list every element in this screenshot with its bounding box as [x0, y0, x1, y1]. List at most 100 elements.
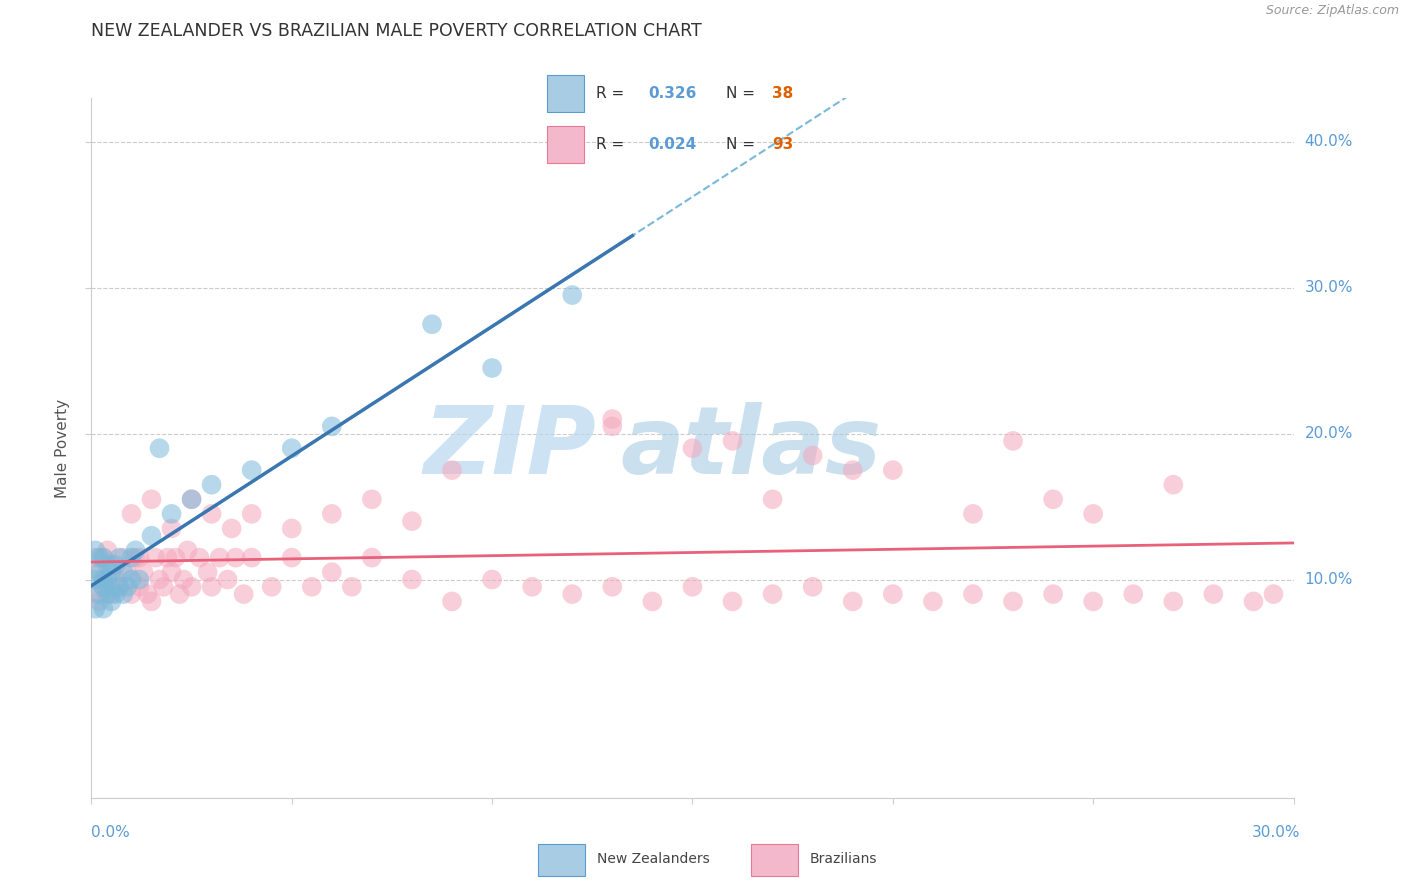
Text: 0.0%: 0.0% — [91, 825, 131, 840]
Point — [281, 441, 304, 455]
Point — [124, 550, 146, 565]
Point — [104, 587, 127, 601]
Point — [197, 566, 219, 580]
Text: 40.0%: 40.0% — [1305, 135, 1353, 149]
Point — [1163, 477, 1185, 491]
Point — [481, 573, 503, 587]
Point — [281, 550, 304, 565]
Point — [96, 573, 118, 587]
Point — [128, 550, 150, 565]
Y-axis label: Male Poverty: Male Poverty — [55, 399, 70, 498]
Text: R =: R = — [596, 137, 630, 153]
Point — [93, 573, 115, 587]
Point — [420, 317, 443, 331]
Point — [128, 573, 150, 587]
Point — [145, 550, 167, 565]
Point — [160, 507, 183, 521]
Point — [136, 587, 159, 601]
Point — [762, 492, 785, 507]
Point — [801, 449, 824, 463]
Point — [561, 587, 583, 601]
Point — [108, 550, 131, 565]
Text: 0.024: 0.024 — [648, 137, 697, 153]
Point — [180, 580, 202, 594]
Point — [96, 543, 118, 558]
Point — [180, 492, 202, 507]
Point — [117, 566, 139, 580]
Bar — [538, 844, 585, 876]
Text: 30.0%: 30.0% — [1253, 825, 1301, 840]
Point — [117, 580, 139, 594]
Point — [1083, 507, 1105, 521]
Point — [232, 587, 254, 601]
Point — [121, 507, 143, 521]
Text: NEW ZEALANDER VS BRAZILIAN MALE POVERTY CORRELATION CHART: NEW ZEALANDER VS BRAZILIAN MALE POVERTY … — [91, 22, 702, 40]
Point — [84, 601, 107, 615]
Text: ZIP: ZIP — [423, 402, 596, 494]
Point — [152, 580, 174, 594]
Point — [301, 580, 323, 594]
Point — [1202, 587, 1225, 601]
Point — [84, 587, 107, 601]
Point — [721, 434, 744, 448]
Point — [602, 412, 624, 426]
Text: 10.0%: 10.0% — [1305, 572, 1353, 587]
Point — [208, 550, 231, 565]
Text: 20.0%: 20.0% — [1305, 426, 1353, 442]
Point — [104, 558, 127, 572]
Point — [1083, 594, 1105, 608]
Point — [281, 521, 304, 535]
Point — [112, 587, 135, 601]
Point — [160, 566, 183, 580]
Point — [84, 573, 107, 587]
Point — [180, 492, 202, 507]
Point — [132, 566, 155, 580]
Point — [121, 550, 143, 565]
Point — [481, 361, 503, 376]
Point — [1042, 587, 1064, 601]
Point — [681, 580, 703, 594]
Point — [440, 594, 463, 608]
Point — [108, 580, 131, 594]
Point — [100, 558, 122, 572]
Point — [93, 550, 115, 565]
Point — [602, 580, 624, 594]
Point — [100, 594, 122, 608]
Point — [165, 550, 187, 565]
Point — [360, 550, 382, 565]
Point — [201, 507, 224, 521]
Text: R =: R = — [596, 87, 630, 102]
Point — [188, 550, 211, 565]
Point — [93, 550, 115, 565]
Point — [561, 288, 583, 302]
Text: New Zealanders: New Zealanders — [598, 852, 710, 865]
Point — [240, 550, 263, 565]
Point — [321, 566, 343, 580]
Point — [96, 587, 118, 601]
Point — [112, 566, 135, 580]
Text: 30.0%: 30.0% — [1305, 280, 1353, 295]
Point — [882, 463, 904, 477]
Point — [321, 419, 343, 434]
Point — [201, 580, 224, 594]
Point — [89, 550, 111, 565]
Point — [321, 507, 343, 521]
Point — [1263, 587, 1285, 601]
Point — [93, 580, 115, 594]
Point — [121, 573, 143, 587]
Point — [148, 441, 170, 455]
Text: atlas: atlas — [620, 402, 882, 494]
Point — [100, 566, 122, 580]
Point — [401, 514, 423, 528]
Point — [176, 543, 198, 558]
Bar — [547, 75, 583, 112]
Point — [141, 594, 163, 608]
Point — [84, 543, 107, 558]
Point — [201, 477, 224, 491]
Point — [100, 587, 122, 601]
Point — [89, 566, 111, 580]
Point — [104, 573, 127, 587]
Bar — [547, 126, 583, 163]
Text: N =: N = — [725, 137, 759, 153]
Point — [260, 580, 283, 594]
